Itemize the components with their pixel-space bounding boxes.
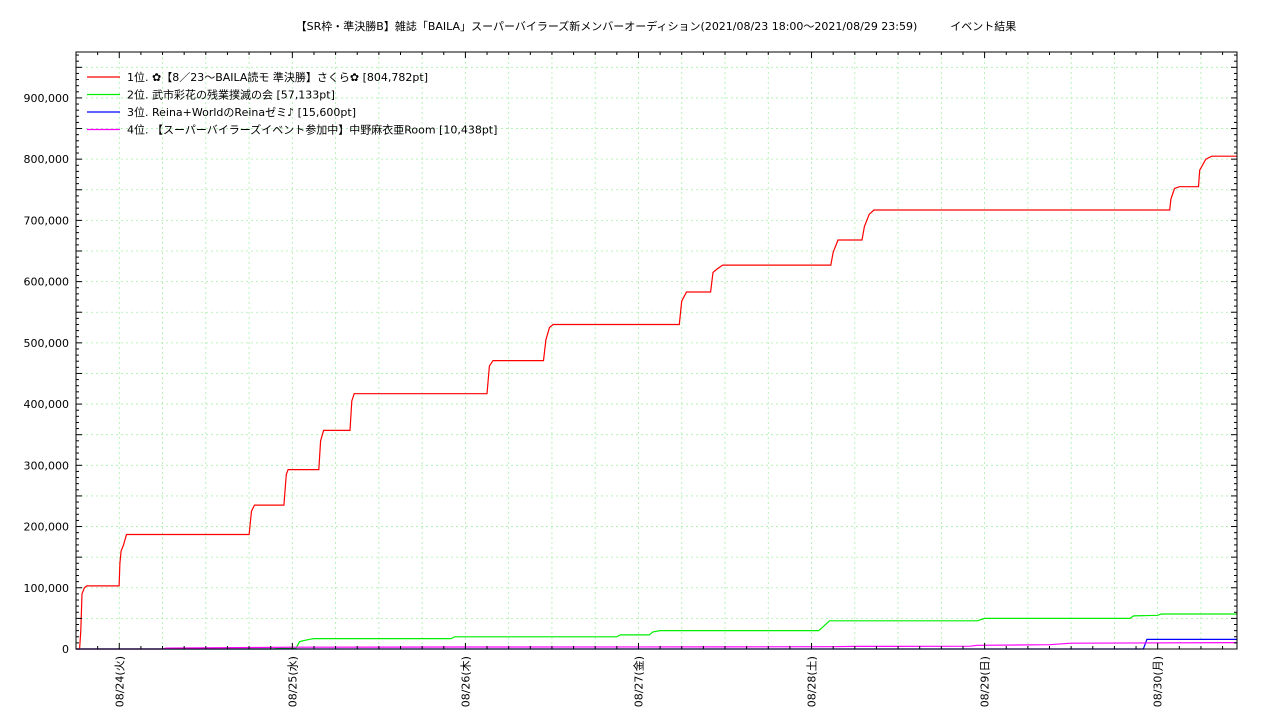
grid	[75, 52, 1237, 649]
x-tick-label: 08/25(水)	[286, 656, 299, 707]
chart-title: 【SR枠・準決勝B】雑誌「BAILA」スーパーバイラーズ新メンバーオーディション…	[296, 19, 1017, 33]
x-tick-label: 08/28(土)	[806, 656, 819, 707]
y-tick-label: 600,000	[24, 276, 70, 289]
x-tick-label: 08/30(月)	[1152, 656, 1165, 707]
y-tick-label: 200,000	[24, 521, 70, 534]
legend: 1位. ✿【8／23〜BAILA読モ 準決勝】さくら✿ [804,782pt] 2…	[87, 70, 497, 137]
y-tick-label: 100,000	[24, 582, 70, 595]
legend-label-4: 4位. 【スーパーバイラーズイベント参加中】中野麻衣亜Room [10,438p…	[127, 123, 497, 137]
y-tick-label: 500,000	[24, 337, 70, 350]
y-tick-label: 900,000	[24, 92, 70, 105]
legend-label-1: 1位. ✿【8／23〜BAILA読モ 準決勝】さくら✿ [804,782pt]	[127, 70, 428, 84]
legend-label-3: 3位. Reina+WorldのReinaゼミ♪ [15,600pt]	[127, 105, 356, 119]
series-line-4	[76, 641, 1238, 650]
series-line-2	[76, 613, 1237, 650]
x-tick-label: 08/26(木)	[459, 656, 472, 707]
y-tick-label: 400,000	[24, 398, 70, 411]
series-lines	[76, 155, 1238, 650]
x-tick-label: 08/29(日)	[979, 656, 992, 707]
legend-label-2: 2位. 武市彩花の残業撲滅の会 [57,133pt]	[127, 88, 335, 102]
axis-ticks: 0 100,000 200,000 300,000 400,000 500,000 600,…	[24, 52, 1237, 707]
series-line-1	[76, 155, 1237, 650]
y-tick-label: 300,000	[24, 459, 70, 472]
y-tick-label: 0	[62, 643, 69, 656]
y-tick-label: 800,000	[24, 153, 70, 166]
y-tick-label: 700,000	[24, 214, 70, 227]
x-tick-label: 08/27(金)	[631, 656, 645, 707]
x-tick-label: 08/24(火)	[113, 656, 126, 707]
plot-frame	[75, 51, 1238, 650]
